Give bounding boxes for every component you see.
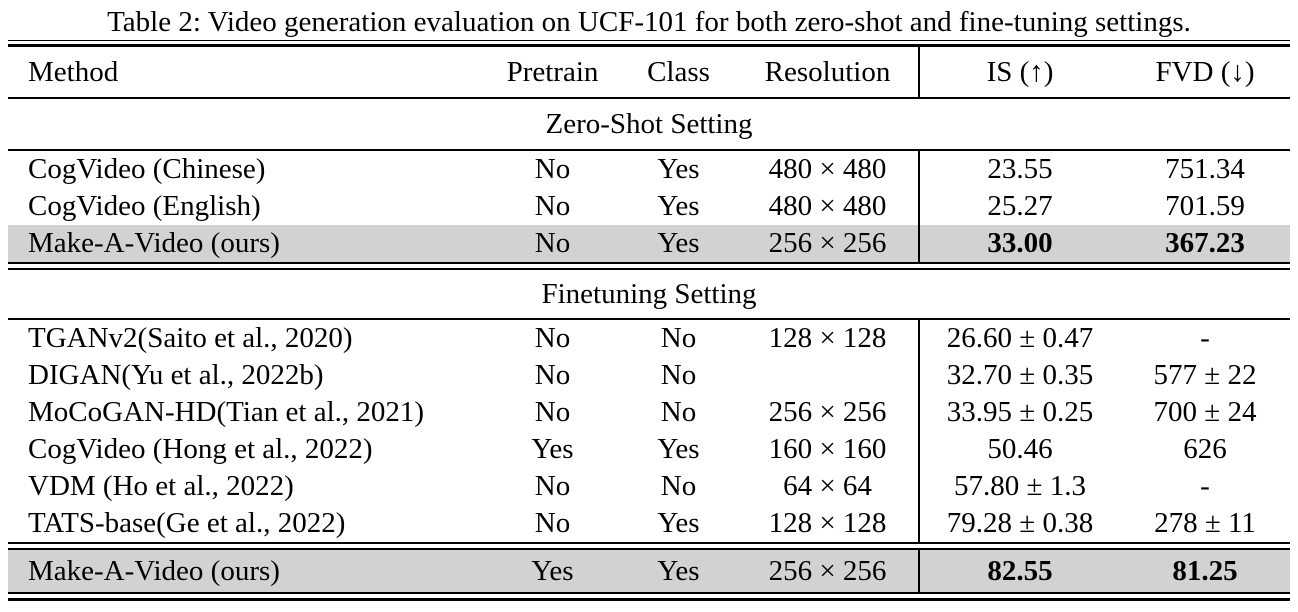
cell-is: 57.80 ± 1.3: [954, 470, 1086, 502]
cell-method: TATS-base(Ge et al., 2022): [28, 507, 346, 539]
cell-is: 79.28 ± 0.38: [946, 507, 1094, 539]
cell-fvd: 626: [1183, 433, 1227, 465]
cell-class: Yes: [657, 190, 700, 222]
cell-resolution: 160 × 160: [737, 431, 920, 468]
cell-pretrain: Yes: [531, 433, 574, 465]
cell-pretrain: No: [534, 470, 571, 502]
bottom-rule: [8, 592, 1290, 601]
cell-is: 25.27: [987, 190, 1053, 222]
cell-fvd: -: [1200, 470, 1210, 502]
top-rule: [8, 40, 1290, 47]
cell-method: CogVideo (Chinese): [28, 153, 266, 185]
cell-is: 26.60 ± 0.47: [946, 322, 1094, 354]
cell-class: Yes: [657, 507, 700, 539]
cell-method: Make-A-Video (ours): [28, 555, 280, 587]
cell-fvd: 367.23: [1165, 227, 1245, 259]
cell-fvd: 700 ± 24: [1153, 396, 1257, 428]
cell-is: 32.70 ± 0.35: [946, 359, 1094, 391]
cell-method: Make-A-Video (ours): [28, 227, 280, 259]
cell-fvd: -: [1200, 322, 1210, 354]
cell-class: No: [660, 322, 697, 354]
column-header-resolution: Resolution: [737, 47, 920, 97]
cell-class: No: [660, 359, 697, 391]
cell-class: Yes: [657, 227, 700, 259]
cell-method: CogVideo (English): [28, 190, 261, 222]
table-header-row: Method Pretrain Class Resolution IS (↑) …: [8, 47, 1290, 97]
column-header-method: Method: [28, 56, 119, 88]
cell-pretrain: No: [534, 227, 571, 259]
cell-resolution: 256 × 256: [737, 394, 920, 431]
table-row-digan: DIGAN(Yu et al., 2022b) No No 32.70 ± 0.…: [8, 357, 1290, 394]
table-row-make-a-video-zero-shot: Make-A-Video (ours) No Yes 256 × 256 33.…: [8, 225, 1290, 262]
table-caption: Table 2: Video generation evaluation on …: [107, 6, 1191, 38]
column-header-is: IS (↑): [986, 56, 1054, 88]
cell-fvd: 577 ± 22: [1153, 359, 1257, 391]
cell-class: Yes: [657, 555, 700, 587]
pre-final-row-rule: [8, 542, 1290, 550]
cell-class: Yes: [657, 153, 700, 185]
section-header-zero-shot: Zero-Shot Setting: [545, 108, 753, 140]
cell-pretrain: No: [534, 396, 571, 428]
cell-is: 82.55: [987, 555, 1053, 587]
cell-resolution: 480 × 480: [737, 188, 920, 225]
cell-pretrain: No: [534, 153, 571, 185]
cell-pretrain: No: [534, 359, 571, 391]
cell-resolution: 64 × 64: [737, 468, 920, 505]
cell-pretrain: No: [534, 507, 571, 539]
cell-resolution: 128 × 128: [737, 320, 920, 357]
section-rule: [8, 149, 1290, 151]
cell-fvd: 278 ± 11: [1154, 507, 1256, 539]
table-row-cogvideo-hong: CogVideo (Hong et al., 2022) Yes Yes 160…: [8, 431, 1290, 468]
cell-pretrain: Yes: [531, 555, 574, 587]
table-row-cogvideo-english: CogVideo (English) No Yes 480 × 480 25.2…: [8, 188, 1290, 225]
section-rule: [8, 318, 1290, 320]
section-header-finetuning: Finetuning Setting: [541, 278, 757, 310]
cell-resolution: 480 × 480: [737, 151, 920, 188]
table-row-tganv2: TGANv2(Saito et al., 2020) No No 128 × 1…: [8, 320, 1290, 357]
cell-method: DIGAN(Yu et al., 2022b): [28, 359, 324, 391]
column-header-pretrain: Pretrain: [506, 56, 599, 88]
cell-class: Yes: [657, 433, 700, 465]
cell-is: 23.55: [987, 153, 1053, 185]
column-header-fvd: FVD (↓): [1155, 56, 1255, 88]
table-row-cogvideo-chinese: CogVideo (Chinese) No Yes 480 × 480 23.5…: [8, 151, 1290, 188]
cell-is: 33.00: [987, 227, 1053, 259]
cell-is: 50.46: [987, 433, 1053, 465]
cell-method: VDM (Ho et al., 2022): [28, 470, 294, 502]
table-row-make-a-video-finetuned: Make-A-Video (ours) Yes Yes 256 × 256 82…: [8, 550, 1290, 592]
cell-method: CogVideo (Hong et al., 2022): [28, 433, 373, 465]
cell-resolution: 256 × 256: [737, 550, 920, 592]
cell-method: MoCoGAN-HD(Tian et al., 2021): [28, 396, 425, 428]
cell-pretrain: No: [534, 322, 571, 354]
cell-is: 33.95 ± 0.25: [946, 396, 1094, 428]
results-table: Method Pretrain Class Resolution IS (↑) …: [8, 40, 1290, 601]
section-divider-rule: [8, 262, 1290, 270]
cell-fvd: 81.25: [1172, 555, 1238, 587]
cell-resolution: 128 × 128: [737, 505, 920, 542]
cell-resolution: [737, 357, 920, 394]
table-row-tats-base: TATS-base(Ge et al., 2022) No Yes 128 × …: [8, 505, 1290, 542]
cell-method: TGANv2(Saito et al., 2020): [28, 322, 353, 354]
header-rule: [8, 97, 1290, 99]
cell-resolution: 256 × 256: [737, 225, 920, 262]
cell-class: No: [660, 470, 697, 502]
cell-fvd: 701.59: [1165, 190, 1245, 222]
table-row-vdm: VDM (Ho et al., 2022) No No 64 × 64 57.8…: [8, 468, 1290, 505]
cell-pretrain: No: [534, 190, 571, 222]
table-row-mocogan-hd: MoCoGAN-HD(Tian et al., 2021) No No 256 …: [8, 394, 1290, 431]
cell-class: No: [660, 396, 697, 428]
cell-fvd: 751.34: [1165, 153, 1245, 185]
column-header-class: Class: [647, 56, 710, 88]
